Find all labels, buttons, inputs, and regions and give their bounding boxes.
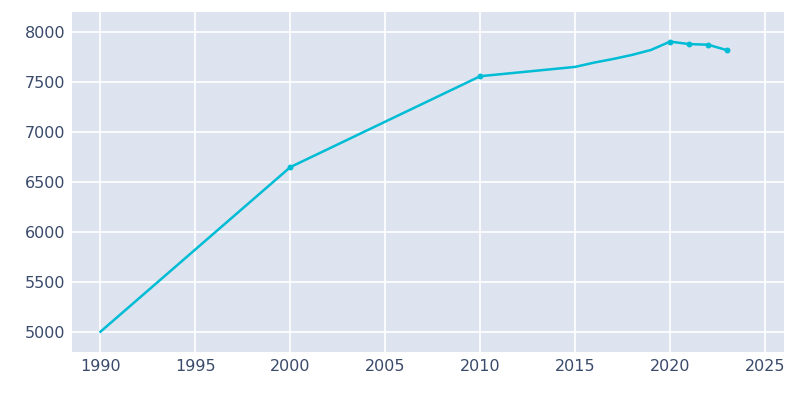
Point xyxy=(284,164,297,170)
Point xyxy=(682,41,695,47)
Point xyxy=(702,42,714,48)
Point xyxy=(474,73,486,79)
Point xyxy=(664,38,677,45)
Point xyxy=(721,47,734,53)
